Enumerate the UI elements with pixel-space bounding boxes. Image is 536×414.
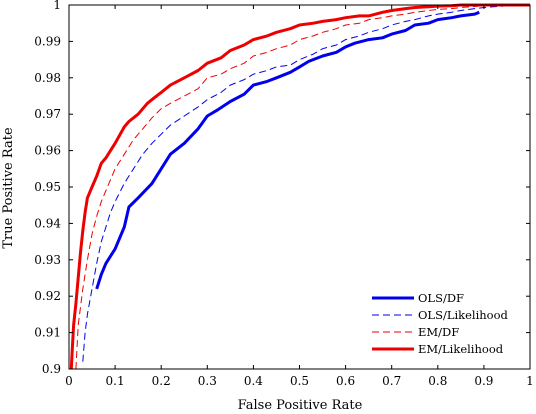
x-tick-label: 0.5: [290, 374, 309, 388]
series-line-ols-df: [95, 10, 480, 290]
x-tick-label: 1: [526, 374, 534, 388]
legend-label: OLS/Likelihood: [418, 308, 509, 322]
x-axis-label: False Positive Rate: [238, 398, 363, 413]
x-tick-label: 0.8: [428, 374, 447, 388]
x-tick-label: 0.4: [244, 374, 263, 388]
y-tick-label: 0.95: [34, 180, 61, 194]
y-tick-label: 1: [53, 0, 61, 12]
y-tick-label: 0.99: [34, 34, 61, 48]
legend-label: EM/Likelihood: [418, 342, 504, 356]
y-tick-label: 0.92: [34, 289, 61, 303]
legend: OLS/DF OLS/Likelihood EM/DF EM/Likelihood: [372, 291, 509, 356]
y-axis-label: True Positive Rate: [1, 127, 16, 249]
x-tick-label: 0.9: [474, 374, 493, 388]
y-tick-label: 0.91: [34, 326, 61, 340]
series-line-ols-likelihood: [82, 4, 530, 362]
series-group: [69, 3, 530, 370]
y-tick-label: 0.9: [42, 362, 61, 376]
series-line-em-df: [75, 4, 530, 370]
legend-label: EM/DF: [418, 325, 459, 339]
x-tick-label: 0.3: [198, 374, 217, 388]
y-tick-label: 0.93: [34, 253, 61, 267]
x-tick-label: 0.6: [336, 374, 355, 388]
x-tick-label: 0.2: [152, 374, 171, 388]
ticks-group: 0 0.1 0.2 0.3 0.4 0.5 0.6 0.7 0.8 0.9 10.90.910.92…: [34, 0, 534, 388]
y-tick-label: 0.94: [34, 216, 61, 230]
x-tick-label: 0.1: [106, 374, 125, 388]
y-tick-label: 0.98: [34, 71, 61, 85]
x-tick-label: 0: [65, 374, 73, 388]
y-tick-label: 0.97: [34, 107, 61, 121]
x-tick-label: 0.7: [382, 374, 401, 388]
series-line-em-likelihood: [69, 3, 530, 370]
legend-label: OLS/DF: [418, 291, 464, 305]
y-tick-label: 0.96: [34, 144, 61, 158]
